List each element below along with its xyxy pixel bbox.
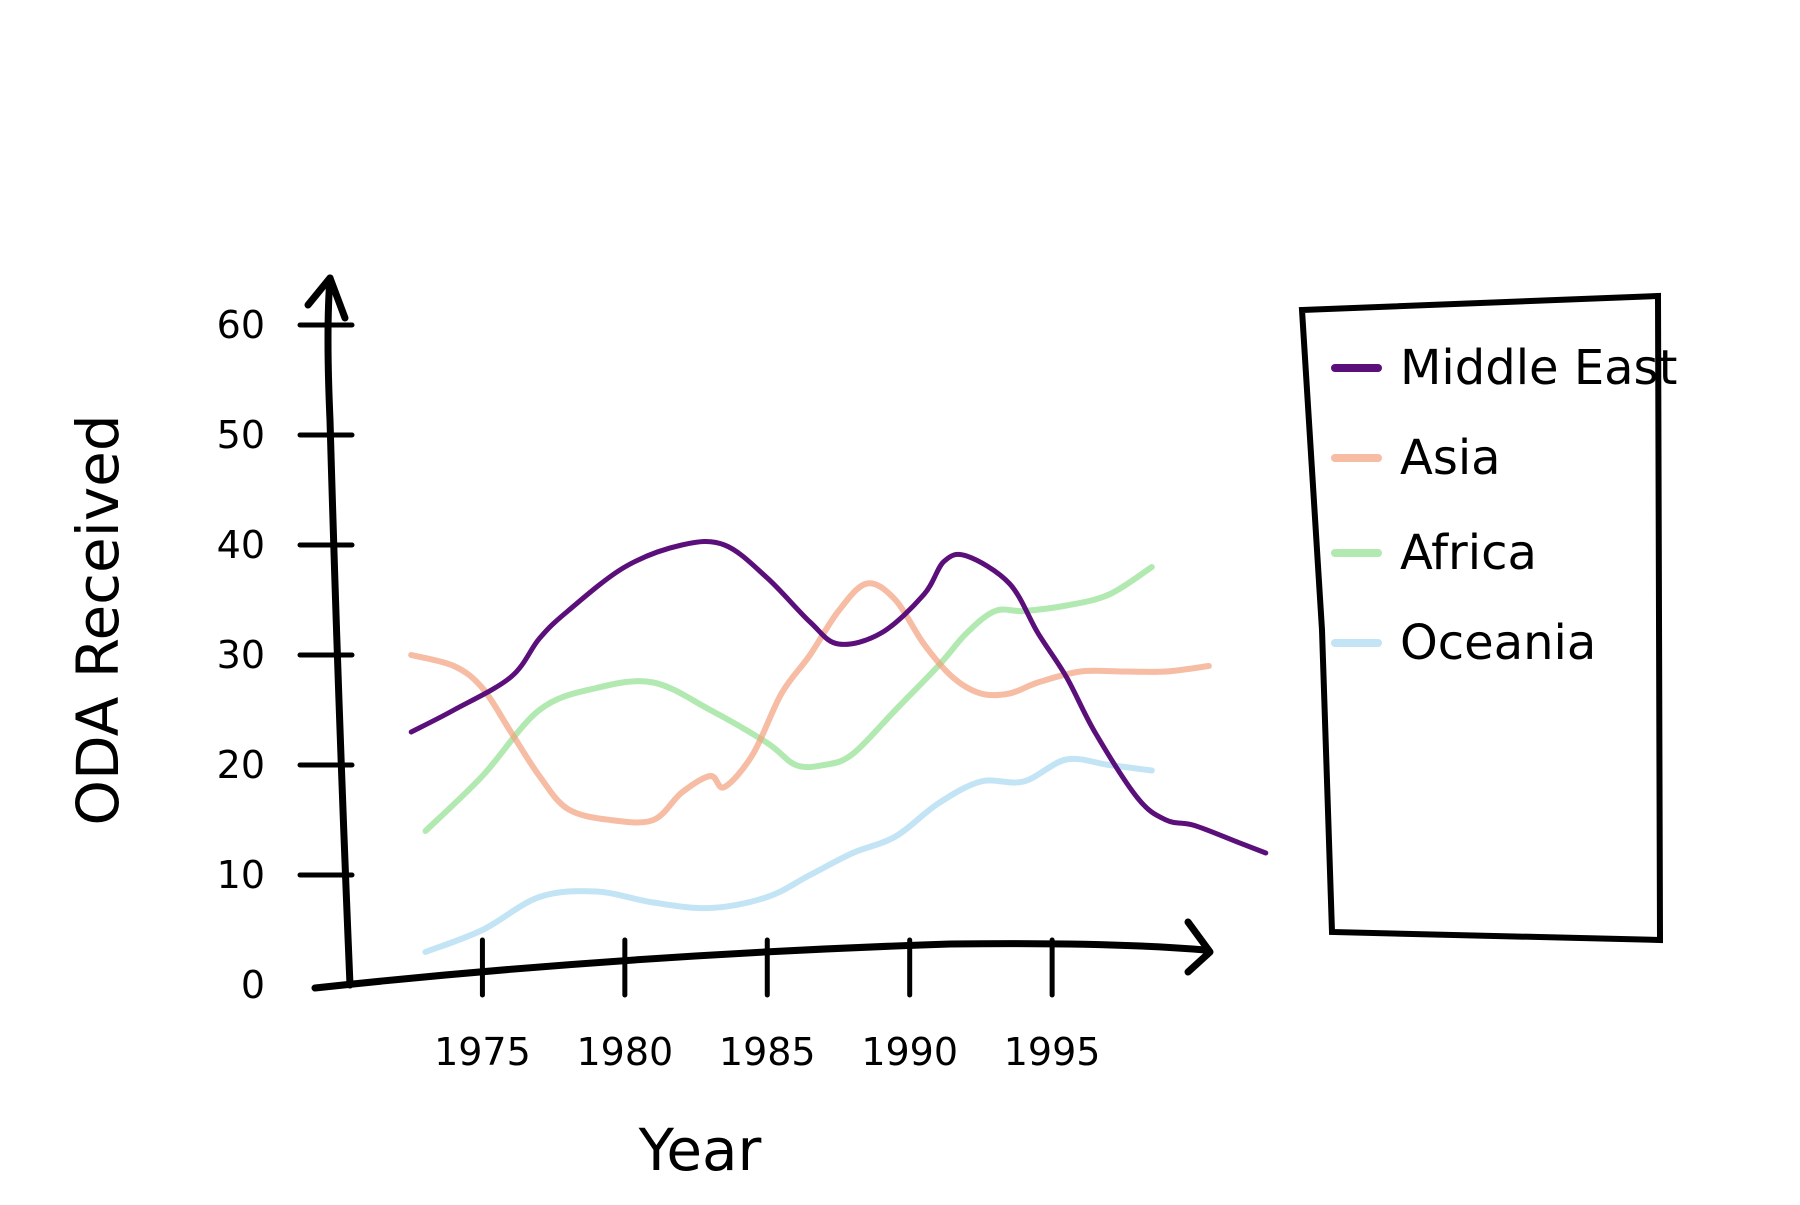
legend-label-africa: Africa (1400, 525, 1537, 581)
y-tick-label-40: 40 (217, 523, 265, 567)
legend-box (1298, 292, 1664, 944)
x-axis-title: Year (638, 1116, 762, 1184)
x-axis-line (311, 940, 1209, 992)
legend-label-asia: Asia (1400, 430, 1501, 486)
series-line-oceania (422, 755, 1155, 955)
x-tick-label-1985: 1985 (719, 1030, 816, 1074)
x-tick-label-1990: 1990 (861, 1030, 958, 1074)
series-layer (408, 539, 1269, 955)
series-line-middle-east (408, 539, 1269, 856)
x-tick-label-1995: 1995 (1004, 1030, 1101, 1074)
y-axis-line (324, 274, 354, 989)
y-tick-label-20: 20 (217, 743, 265, 787)
x-axis-arrowhead (1184, 918, 1214, 976)
y-tick-label-50: 50 (217, 413, 265, 457)
y-axis-title: ODA Received (64, 414, 132, 825)
series-line-asia (408, 580, 1212, 826)
y-axis-arrowhead (304, 274, 349, 322)
axes (304, 274, 1214, 992)
y-tick-label-10: 10 (217, 853, 265, 897)
legend-label-oceania: Oceania (1400, 615, 1596, 671)
legend-items: Middle East Asia Africa Oceania (1331, 340, 1677, 671)
y-tick-label-0: 0 (241, 963, 265, 1007)
legend: Middle East Asia Africa Oceania (1298, 292, 1677, 944)
x-tick-label-1975: 1975 (434, 1030, 531, 1074)
x-ticks: 1975 1980 1985 1990 1995 (434, 937, 1101, 1074)
series-line-africa (422, 564, 1155, 834)
y-ticks: 0 10 20 30 40 50 60 (217, 303, 355, 1007)
legend-label-middle-east: Middle East (1400, 340, 1677, 396)
y-tick-label-30: 30 (217, 633, 265, 677)
x-tick-label-1980: 1980 (576, 1030, 673, 1074)
y-tick-label-60: 60 (217, 303, 265, 347)
